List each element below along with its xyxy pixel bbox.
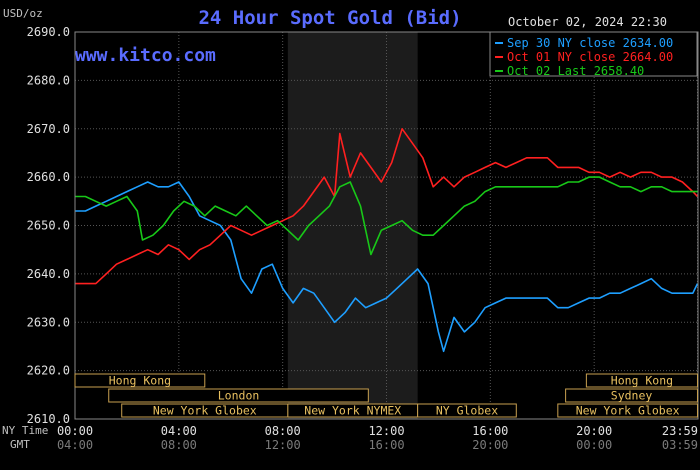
x-row-label-gmt: GMT — [10, 438, 30, 451]
chart-title: 24 Hour Spot Gold (Bid) — [198, 7, 461, 29]
shaded-session-region — [287, 32, 418, 419]
x-row-label-ny: NY Time — [2, 424, 48, 437]
plot-border — [74, 31, 699, 420]
legend-entry: Oct 01 NY close 2664.00 — [507, 50, 673, 64]
session-bar — [565, 388, 698, 403]
y-tick-label: 2670.0 — [27, 122, 70, 136]
y-tick-label: 2620.0 — [27, 364, 70, 378]
y-tick-label: 2610.0 — [27, 412, 70, 426]
watermark-brand: www.kitco.com — [75, 45, 216, 66]
y-tick-label: 2680.0 — [27, 73, 70, 87]
x-tick-label-gmt: 08:00 — [161, 438, 197, 452]
session-bar — [74, 373, 206, 388]
session-label: New York NYMEX — [304, 404, 401, 418]
x-tick-label-gmt: 16:00 — [368, 438, 404, 452]
x-tick-label-gmt: 12:00 — [265, 438, 301, 452]
session-label: New York Globex — [576, 404, 680, 418]
y-tick-label: 2690.0 — [27, 25, 70, 39]
session-label: New York Globex — [153, 404, 257, 418]
x-tick-label-ny: 00:00 — [57, 424, 93, 438]
legend-entry: Oct 02 Last 2658.40 — [507, 64, 644, 78]
legend-box — [489, 31, 698, 77]
x-tick-label-ny: 20:00 — [576, 424, 612, 438]
unit-label: USD/oz — [3, 7, 43, 20]
session-label: London — [218, 389, 260, 403]
axes: 2690.0 2680.0 2670.0 2660.0 2650.0 2640.0 2630… — [2, 25, 699, 452]
x-tick-label-ny: 12:00 — [368, 424, 404, 438]
y-tick-label: 2630.0 — [27, 315, 70, 329]
series-line-2 — [75, 128, 699, 285]
x-tick-label-gmt: 00:00 — [576, 438, 612, 452]
legend-entry: Sep 30 NY close 2634.00 — [507, 36, 673, 50]
y-tick-label: 2660.0 — [27, 170, 70, 184]
session-bar — [108, 388, 369, 403]
session-label: Hong Kong — [611, 374, 673, 388]
x-tick-label-gmt: 04:00 — [57, 438, 93, 452]
session-label: Sydney — [611, 389, 653, 403]
x-tick-label-gmt: 20:00 — [472, 438, 508, 452]
y-tick-label: 2650.0 — [27, 219, 70, 233]
session-bar — [585, 373, 698, 388]
series-line-3 — [75, 176, 698, 256]
y-tick-label: 2640.0 — [27, 267, 70, 281]
session-bar — [417, 403, 517, 418]
series-line-1 — [75, 181, 699, 353]
x-tick-label-ny: 23:59 — [662, 424, 698, 438]
session-bar — [557, 403, 698, 418]
timestamp: October 02, 2024 22:30 — [508, 15, 667, 29]
x-tick-label-ny: 08:00 — [265, 424, 301, 438]
x-tick-label-gmt: 03:59 — [662, 438, 698, 452]
session-label: Hong Kong — [109, 374, 171, 388]
x-tick-label-ny: 04:00 — [161, 424, 197, 438]
x-tick-label-ny: 16:00 — [472, 424, 508, 438]
plot-area — [74, 31, 699, 420]
session-label: NY Globex — [436, 404, 498, 418]
